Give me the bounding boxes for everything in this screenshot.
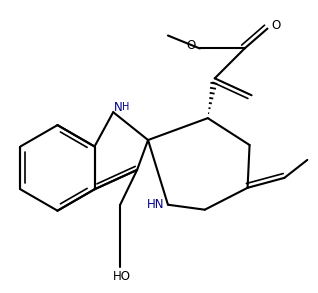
Text: O: O bbox=[272, 19, 281, 32]
Text: HO: HO bbox=[113, 270, 131, 283]
Text: HN: HN bbox=[147, 198, 164, 211]
Text: H: H bbox=[122, 102, 129, 112]
Text: O: O bbox=[187, 39, 196, 52]
Text: N: N bbox=[114, 101, 123, 114]
